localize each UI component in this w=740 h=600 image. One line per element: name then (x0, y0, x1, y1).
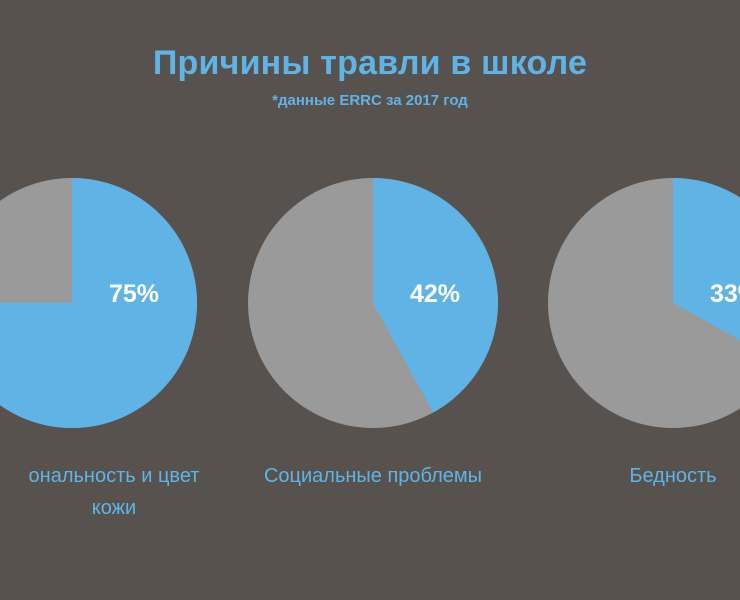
pie-value-label: 42% (410, 280, 460, 308)
pie-category-label: ональность и цвет кожи (0, 460, 244, 524)
pie-value-label: 75% (109, 280, 159, 308)
pie-category-label: Социальные проблемы (243, 460, 503, 492)
pie-category-label-line: Социальные проблемы (263, 465, 483, 487)
pie-3: 33% (548, 178, 740, 428)
chart-title: Причины травли в школе (152, 44, 588, 82)
pie-1: 75% (0, 178, 197, 428)
pie-value-slice (673, 178, 740, 340)
pie-value-slice (0, 178, 197, 428)
pie-category-label-line: ональность и цвет (28, 465, 200, 487)
pie-value-label: 33% (710, 280, 740, 308)
pie-value-slice (373, 178, 498, 413)
chart-subtitle: *данные ERRC за 2017 год (272, 92, 468, 109)
pie-category-label-line: Бедность (629, 465, 717, 487)
pie-category-label-line: кожи (91, 497, 137, 519)
pie-category-label: Бедность (543, 460, 740, 492)
pie-2: 42% (248, 178, 498, 428)
